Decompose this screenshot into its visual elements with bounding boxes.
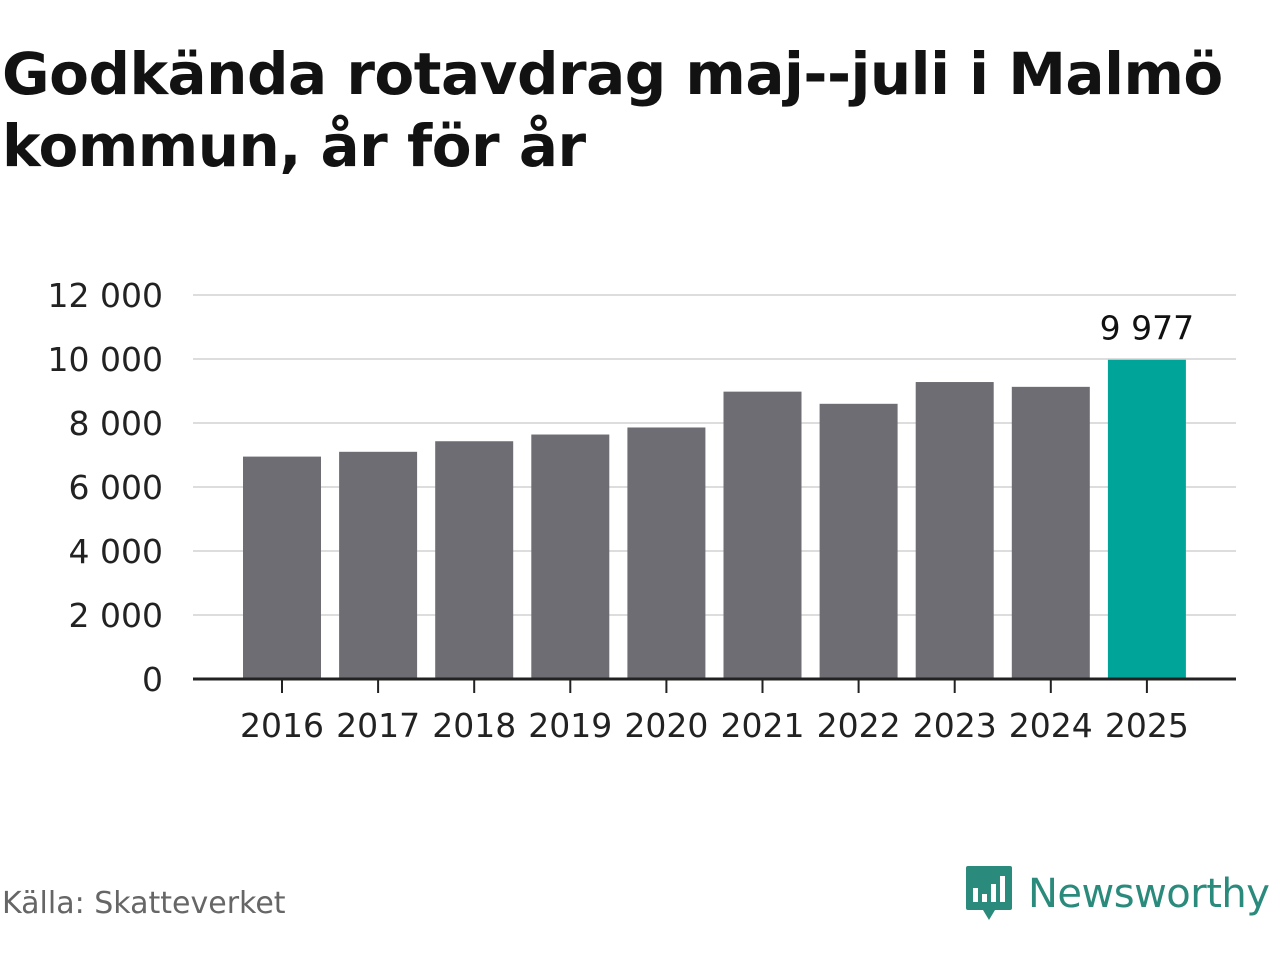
bar xyxy=(1011,386,1090,679)
x-tick-label: 2019 xyxy=(528,706,612,745)
y-tick-label: 12 000 xyxy=(48,276,163,315)
source-note: Källa: Skatteverket xyxy=(2,886,286,921)
y-tick-label: 2 000 xyxy=(69,596,163,635)
y-tick-label: 8 000 xyxy=(69,404,163,443)
bar xyxy=(435,441,514,679)
brand: Newsworthy xyxy=(964,864,1270,924)
newsworthy-logo-icon xyxy=(966,866,1012,920)
chart-title: Godkända rotavdrag maj--juli i Malmö kom… xyxy=(2,40,1223,180)
x-tick-label: 2023 xyxy=(913,706,997,745)
y-tick-label: 0 xyxy=(142,660,163,699)
bar xyxy=(915,382,994,679)
bar xyxy=(243,456,321,679)
y-tick-label: 6 000 xyxy=(69,468,163,507)
x-tick-label: 2020 xyxy=(624,706,708,745)
data-label: 9 977 xyxy=(1100,309,1194,348)
x-tick-label: 2022 xyxy=(817,706,901,745)
x-tick-label: 2024 xyxy=(1009,706,1093,745)
x-tick-label: 2016 xyxy=(240,706,324,745)
bar xyxy=(819,403,898,679)
bar xyxy=(627,427,706,679)
bar xyxy=(1107,359,1186,679)
x-tick-label: 2017 xyxy=(336,706,420,745)
x-tick-label: 2025 xyxy=(1105,706,1189,745)
bar xyxy=(723,391,802,679)
bar xyxy=(339,451,418,679)
y-tick-label: 10 000 xyxy=(48,340,163,379)
brand-name: Newsworthy xyxy=(1028,871,1270,917)
x-tick-label: 2018 xyxy=(432,706,516,745)
y-tick-label: 4 000 xyxy=(69,532,163,571)
bar xyxy=(531,434,610,679)
x-tick-label: 2021 xyxy=(721,706,805,745)
